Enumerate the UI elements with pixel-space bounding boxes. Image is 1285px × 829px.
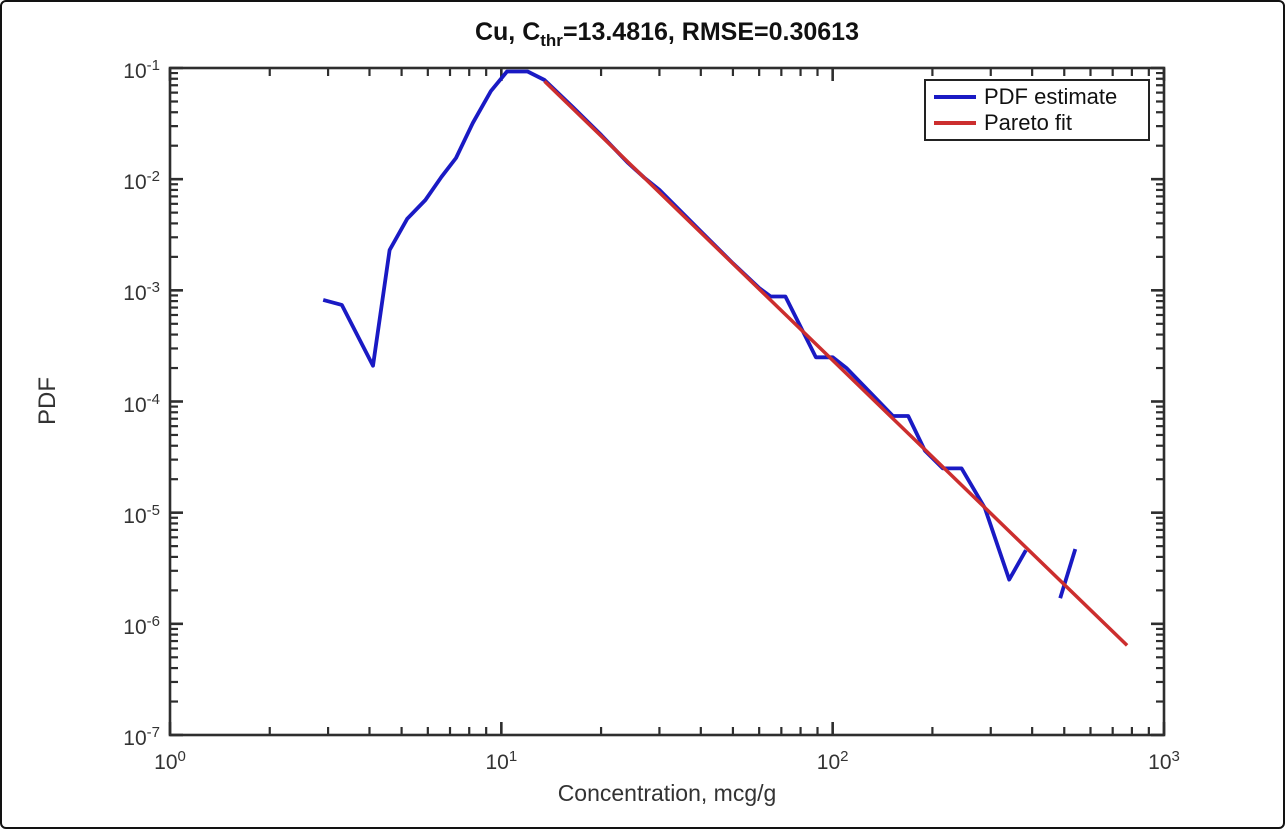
pdf-estimate-line (322, 69, 1028, 582)
legend-item-pareto-fit: Pareto fit (926, 110, 1148, 136)
x-axis-label: Concentration, mcg/g (557, 780, 777, 806)
legend-line-sample-blue (934, 94, 976, 99)
chart-title-subscript: thr (540, 31, 563, 50)
legend-line-sample-red (934, 121, 976, 126)
legend-label-pareto-fit: Pareto fit (984, 110, 1073, 136)
chart-title-pre: Cu, C (474, 18, 541, 46)
chart-title-post: =13.4816, RMSE=0.30613 (562, 18, 859, 46)
legend: PDF estimate Pareto fit (924, 79, 1150, 141)
legend-label-pdf-estimate: PDF estimate (984, 83, 1118, 109)
chart-title: Cu, Cthr=13.4816, RMSE=0.30613 (170, 18, 1164, 51)
y-axis-label: PDF (34, 377, 61, 425)
pdf-estimate-line (1058, 548, 1078, 599)
axes-box (168, 66, 1166, 737)
pareto-fit-line (543, 79, 1129, 647)
legend-item-pdf-estimate: PDF estimate (926, 84, 1148, 110)
